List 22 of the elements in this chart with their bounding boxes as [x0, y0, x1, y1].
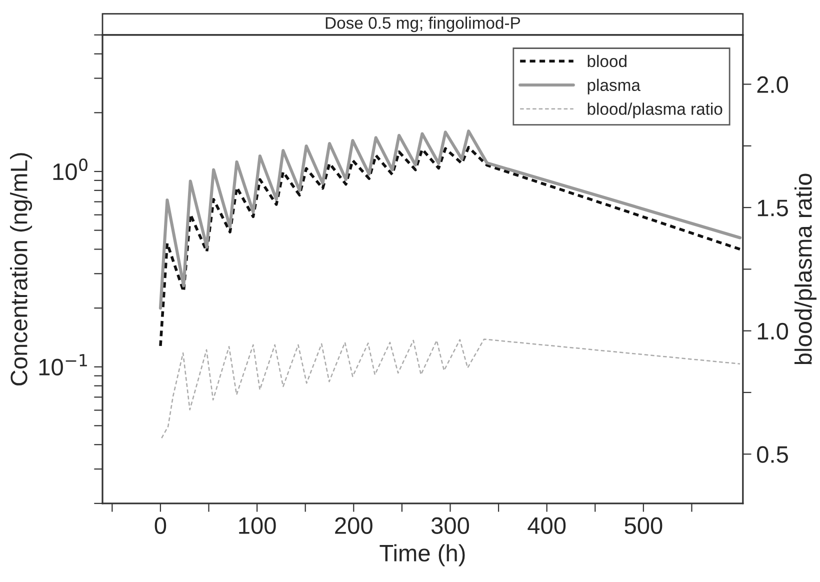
y2-tick-label: 1.5 — [758, 200, 788, 216]
x-tick-label: 0 — [154, 517, 166, 534]
y2-tick-label: 0.5 — [757, 446, 788, 463]
y-tick-label: 10$^{−1}$ — [39, 354, 87, 376]
line-series — [160, 338, 741, 439]
x-tick-label: 200 — [335, 517, 372, 534]
x-axis-title: Time (h) — [380, 544, 465, 566]
y2-axis-title: blood/plasma ratio — [794, 174, 816, 364]
legend-label: blood/plasma ratio — [588, 102, 722, 118]
y-tick-label: 10$^{0}$ — [53, 158, 88, 180]
x-tick-label: 100 — [239, 517, 276, 534]
x-tick-label: 300 — [431, 517, 470, 534]
x-tick-label: 500 — [624, 517, 662, 534]
y2-tick-label: 2.0 — [757, 76, 788, 94]
y-axis-title: Concentration (ng/mL) — [10, 153, 32, 386]
chart-title: Dose 0.5 mg; fingolimod-P — [326, 16, 520, 32]
line-series — [159, 146, 742, 348]
x-tick-label: 400 — [528, 517, 566, 534]
line-series — [158, 130, 742, 310]
legend-label: blood — [588, 54, 626, 68]
y2-tick-label: 1.0 — [758, 322, 788, 340]
legend-label: plasma — [588, 78, 640, 94]
